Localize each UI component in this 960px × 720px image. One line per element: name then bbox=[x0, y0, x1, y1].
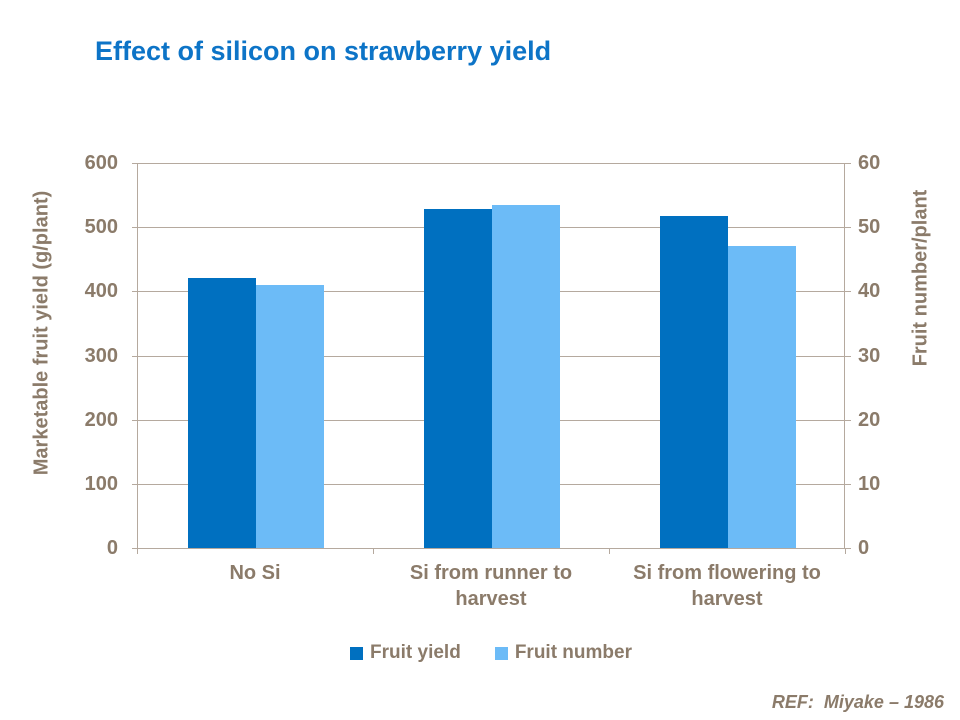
left-tick-0: 0 bbox=[106, 537, 118, 559]
left-tick-mark bbox=[132, 356, 143, 357]
left-tick-mark bbox=[132, 484, 143, 485]
legend-item-fruit-yield: Fruit yield bbox=[350, 642, 461, 664]
right-tick-20: 20 bbox=[858, 409, 881, 431]
right-tick-30: 30 bbox=[858, 345, 881, 367]
legend-label-fruit-number: Fruit number bbox=[514, 642, 632, 663]
right-tick-50: 50 bbox=[858, 216, 881, 238]
x-tick-mark bbox=[373, 548, 374, 554]
gridline-600 bbox=[138, 163, 844, 164]
right-tick-40: 40 bbox=[858, 280, 881, 302]
bar-fruit-yield-no-si bbox=[188, 278, 256, 548]
left-tick-200: 200 bbox=[84, 409, 118, 431]
chart-legend: Fruit yield Fruit number bbox=[137, 641, 845, 665]
bar-fruit-number-no-si bbox=[256, 285, 324, 548]
bar-fruit-yield-si-from-flowering-to-harvest bbox=[660, 216, 728, 548]
reference-text: REF: Miyake – 1986 bbox=[771, 692, 944, 712]
legend-swatch-fruit-yield bbox=[350, 646, 364, 660]
left-tick-600: 600 bbox=[84, 152, 118, 174]
right-tick-0: 0 bbox=[858, 537, 870, 559]
left-tick-mark bbox=[132, 420, 143, 421]
bar-fruit-yield-si-from-runner-to-harvest bbox=[424, 209, 492, 548]
legend-item-fruit-number: Fruit number bbox=[494, 642, 632, 664]
slide-title: Effect of silicon on strawberry yield bbox=[95, 36, 552, 66]
legend-swatch-fruit-number bbox=[494, 646, 508, 660]
right-tick-mark bbox=[840, 163, 851, 164]
left-tick-mark bbox=[132, 163, 143, 164]
right-tick-mark bbox=[840, 420, 851, 421]
gridline-0 bbox=[138, 548, 844, 549]
right-tick-mark bbox=[840, 291, 851, 292]
right-tick-mark bbox=[840, 356, 851, 357]
x-tick-mark bbox=[845, 548, 846, 554]
left-tick-500: 500 bbox=[84, 216, 118, 238]
x-tick-mark bbox=[137, 548, 138, 554]
left-tick-mark bbox=[132, 227, 143, 228]
category-label-si-from-runner-to-harvest: Si from runner to harvest bbox=[409, 562, 573, 610]
bar-fruit-number-si-from-runner-to-harvest bbox=[492, 205, 560, 548]
plot-area bbox=[137, 163, 845, 549]
x-tick-mark bbox=[609, 548, 610, 554]
right-tick-60: 60 bbox=[858, 152, 881, 174]
right-tick-mark bbox=[840, 227, 851, 228]
left-tick-400: 400 bbox=[84, 280, 118, 302]
right-tick-10: 10 bbox=[858, 473, 881, 495]
bar-fruit-number-si-from-flowering-to-harvest bbox=[728, 246, 796, 548]
right-tick-mark bbox=[840, 484, 851, 485]
category-label-no-si: No Si bbox=[229, 562, 281, 584]
left-tick-300: 300 bbox=[84, 345, 118, 367]
legend-label-fruit-yield: Fruit yield bbox=[370, 642, 461, 663]
left-tick-mark bbox=[132, 291, 143, 292]
left-tick-100: 100 bbox=[84, 473, 118, 495]
category-label-si-from-flowering-to-harvest: Si from flowering to harvest bbox=[633, 562, 821, 610]
